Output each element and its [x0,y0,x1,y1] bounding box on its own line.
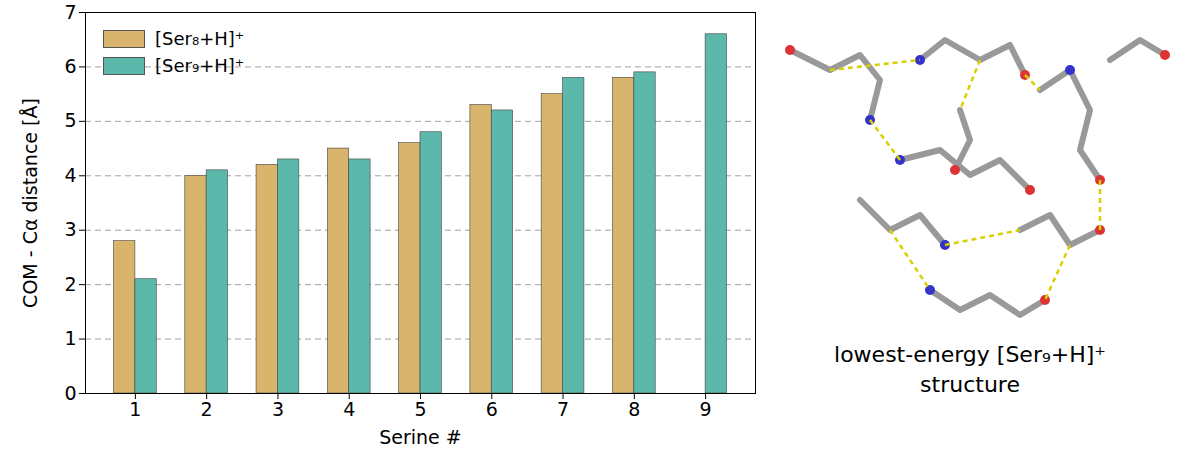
svg-text:5: 5 [64,109,76,131]
svg-text:3: 3 [272,398,284,420]
html-text:[Ser₈+H]⁺: [Ser₈+H]⁺ [155,28,245,49]
svg-text:7: 7 [557,398,569,420]
svg-text:0: 0 [64,382,76,404]
svg-text:5: 5 [414,398,426,420]
svg-text:7: 7 [64,1,76,23]
svg-text:8: 8 [628,398,640,420]
svg-text:Serine #: Serine # [379,426,462,448]
html-text:lowest-energy [Ser₉+H]⁺ struct: lowest-energy [Ser₉+H]⁺ structure [834,342,1106,397]
svg-text:COM - Cα distance [Å]: COM - Cα distance [Å] [19,98,41,308]
svg-text:4: 4 [64,164,76,186]
svg-text:2: 2 [64,273,76,295]
svg-text:9: 9 [700,398,712,420]
svg-text:6: 6 [64,55,76,77]
svg-text:4: 4 [343,398,355,420]
svg-text:1: 1 [129,398,141,420]
svg-text:1: 1 [64,327,76,349]
svg-text:3: 3 [64,218,76,240]
svg-text:2: 2 [201,398,213,420]
html-text:[Ser₉+H]⁺: [Ser₉+H]⁺ [155,55,245,76]
svg-text:6: 6 [486,398,498,420]
